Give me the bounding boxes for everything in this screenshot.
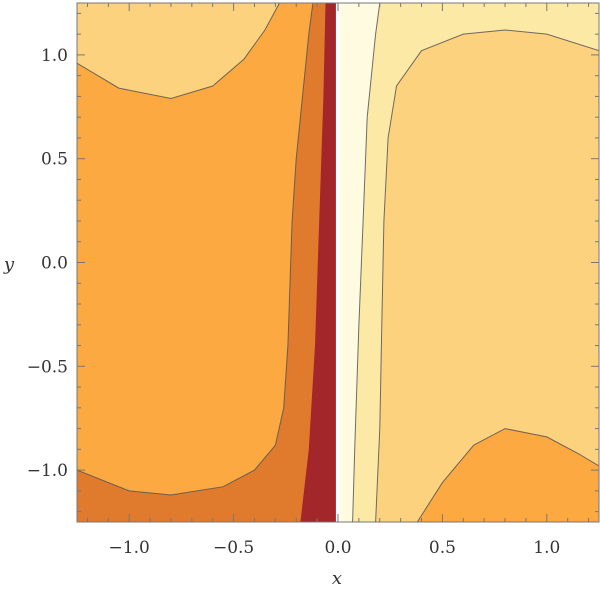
contour-line-dark-mid [77, 3, 314, 496]
x-tick-label: 0.0 [324, 538, 351, 558]
x-tick-label: −1.0 [109, 538, 150, 558]
region-light-left [77, 3, 280, 99]
contour-line-lighter-light [375, 29, 599, 522]
x-tick-label: 0.5 [429, 538, 456, 558]
region-mid-left [77, 3, 313, 495]
y-tick-labels: 1.0 0.5 0.0 −0.5 −1.0 [27, 46, 68, 481]
y-tick-label: 1.0 [41, 46, 68, 66]
y-tick-label: −1.0 [27, 461, 68, 481]
axis-ticks [77, 3, 599, 522]
contour-regions [77, 3, 599, 522]
y-tick-label: 0.5 [41, 150, 68, 170]
region-light-right [375, 30, 599, 522]
x-tick-labels: −1.0 −0.5 0.0 0.5 1.0 [109, 538, 561, 558]
x-tick-label: −0.5 [213, 538, 254, 558]
contour-line-lightest-lighter [352, 3, 381, 522]
x-axis-label: x [332, 568, 342, 589]
contour-line-light-mid-right [416, 428, 599, 522]
y-tick-label: −0.5 [27, 357, 68, 377]
contour-lines [77, 3, 599, 522]
y-axis-label: y [3, 254, 15, 275]
y-tick-label: 0.0 [41, 254, 68, 274]
region-mid-right [417, 428, 599, 522]
x-tick-label: 1.0 [533, 538, 560, 558]
contour-line-mid-light-left [77, 3, 280, 100]
